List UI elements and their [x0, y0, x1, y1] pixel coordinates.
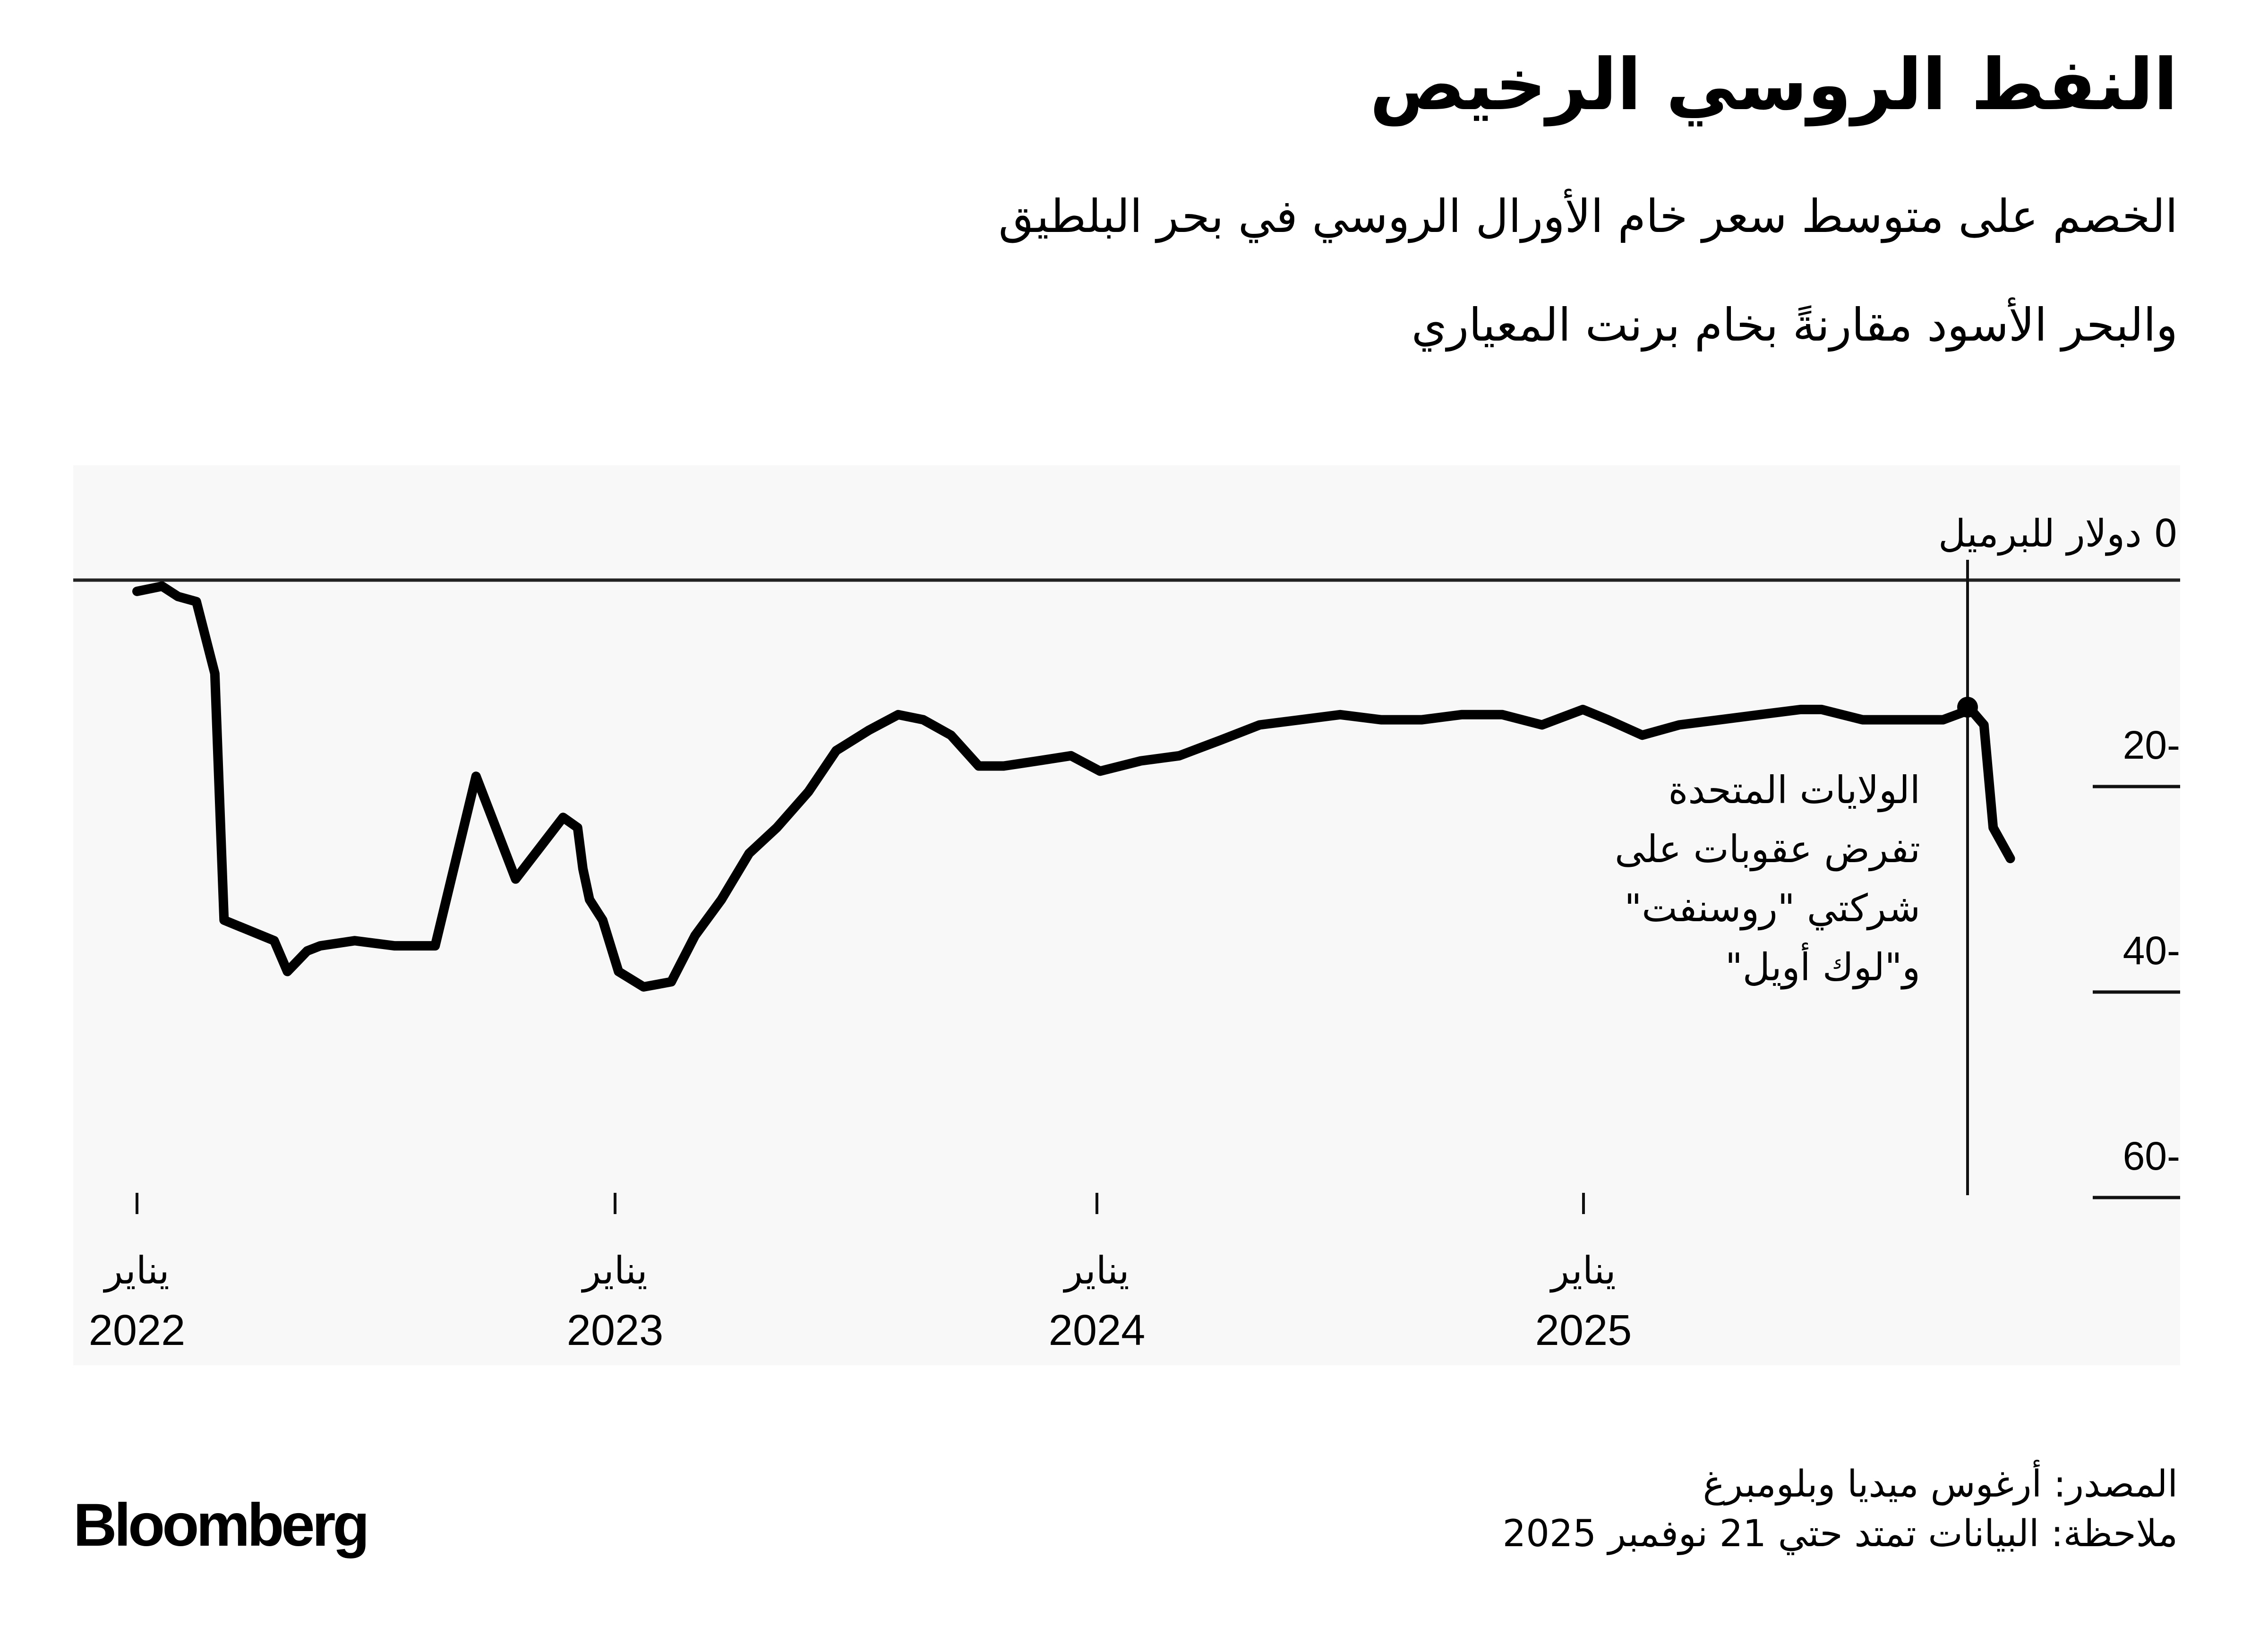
- y-axis-unit-label: 0 دولار للبرميل: [1938, 512, 2178, 556]
- sanctions-annotation: الولايات المتحدة تفرض عقوبات على شركتي "…: [1615, 761, 1920, 997]
- y-tick-label-20: 20-: [2123, 723, 2180, 767]
- y-tick-label-60: 60-: [2123, 1134, 2180, 1178]
- x-tick-month: يناير: [1064, 1249, 1130, 1292]
- x-tick-label-2023: يناير 2023: [544, 1252, 686, 1352]
- annotation-line: الولايات المتحدة: [1668, 768, 1920, 812]
- chart-subtitle-line-1: الخصم على متوسط سعر خام الأورال الروسي ف…: [998, 190, 2178, 243]
- annotation-line: تفرض عقوبات على: [1615, 827, 1920, 871]
- chart-footer-notes: المصدر: أرغوس ميديا وبلومبرغ ملاحظة: الب…: [1503, 1460, 2178, 1559]
- sanctions-point-marker: [1957, 697, 1978, 718]
- y-tick-label-40: 40-: [2123, 928, 2180, 973]
- x-tick-month: يناير: [104, 1249, 170, 1292]
- annotation-line: شركتي "روسنفت": [1624, 886, 1920, 930]
- note-text: ملاحظة: البيانات تمتد حتي 21 نوفمبر 2025: [1502, 1513, 2178, 1556]
- chart-title: النفط الروسي الرخيص: [1369, 44, 2179, 126]
- x-tick-label-2024: يناير 2024: [1026, 1252, 1168, 1352]
- x-tick-year: 2023: [566, 1306, 664, 1354]
- urals-discount-line: [132, 581, 2015, 992]
- x-tick-year: 2022: [88, 1306, 186, 1354]
- chart-panel: [73, 465, 2180, 1365]
- x-axis-ticks: [136, 1193, 1585, 1214]
- x-tick-year: 2024: [1048, 1306, 1146, 1354]
- x-tick-label-2025: يناير 2025: [1513, 1252, 1654, 1352]
- annotation-line: و"لوك أويل": [1725, 945, 1920, 989]
- x-tick-month: يناير: [1551, 1249, 1616, 1292]
- x-tick-month: يناير: [582, 1249, 648, 1292]
- chart-subtitle-line-2: والبحر الأسود مقارنةً بخام برنت المعياري: [1411, 299, 2178, 351]
- y-gridline-ticks: [2093, 785, 2180, 1199]
- bloomberg-logo: Bloomberg: [73, 1491, 370, 1559]
- x-tick-year: 2025: [1535, 1306, 1632, 1354]
- x-tick-label-2022: يناير 2022: [66, 1252, 208, 1352]
- source-text: المصدر: أرغوس ميديا وبلومبرغ: [1703, 1463, 2178, 1506]
